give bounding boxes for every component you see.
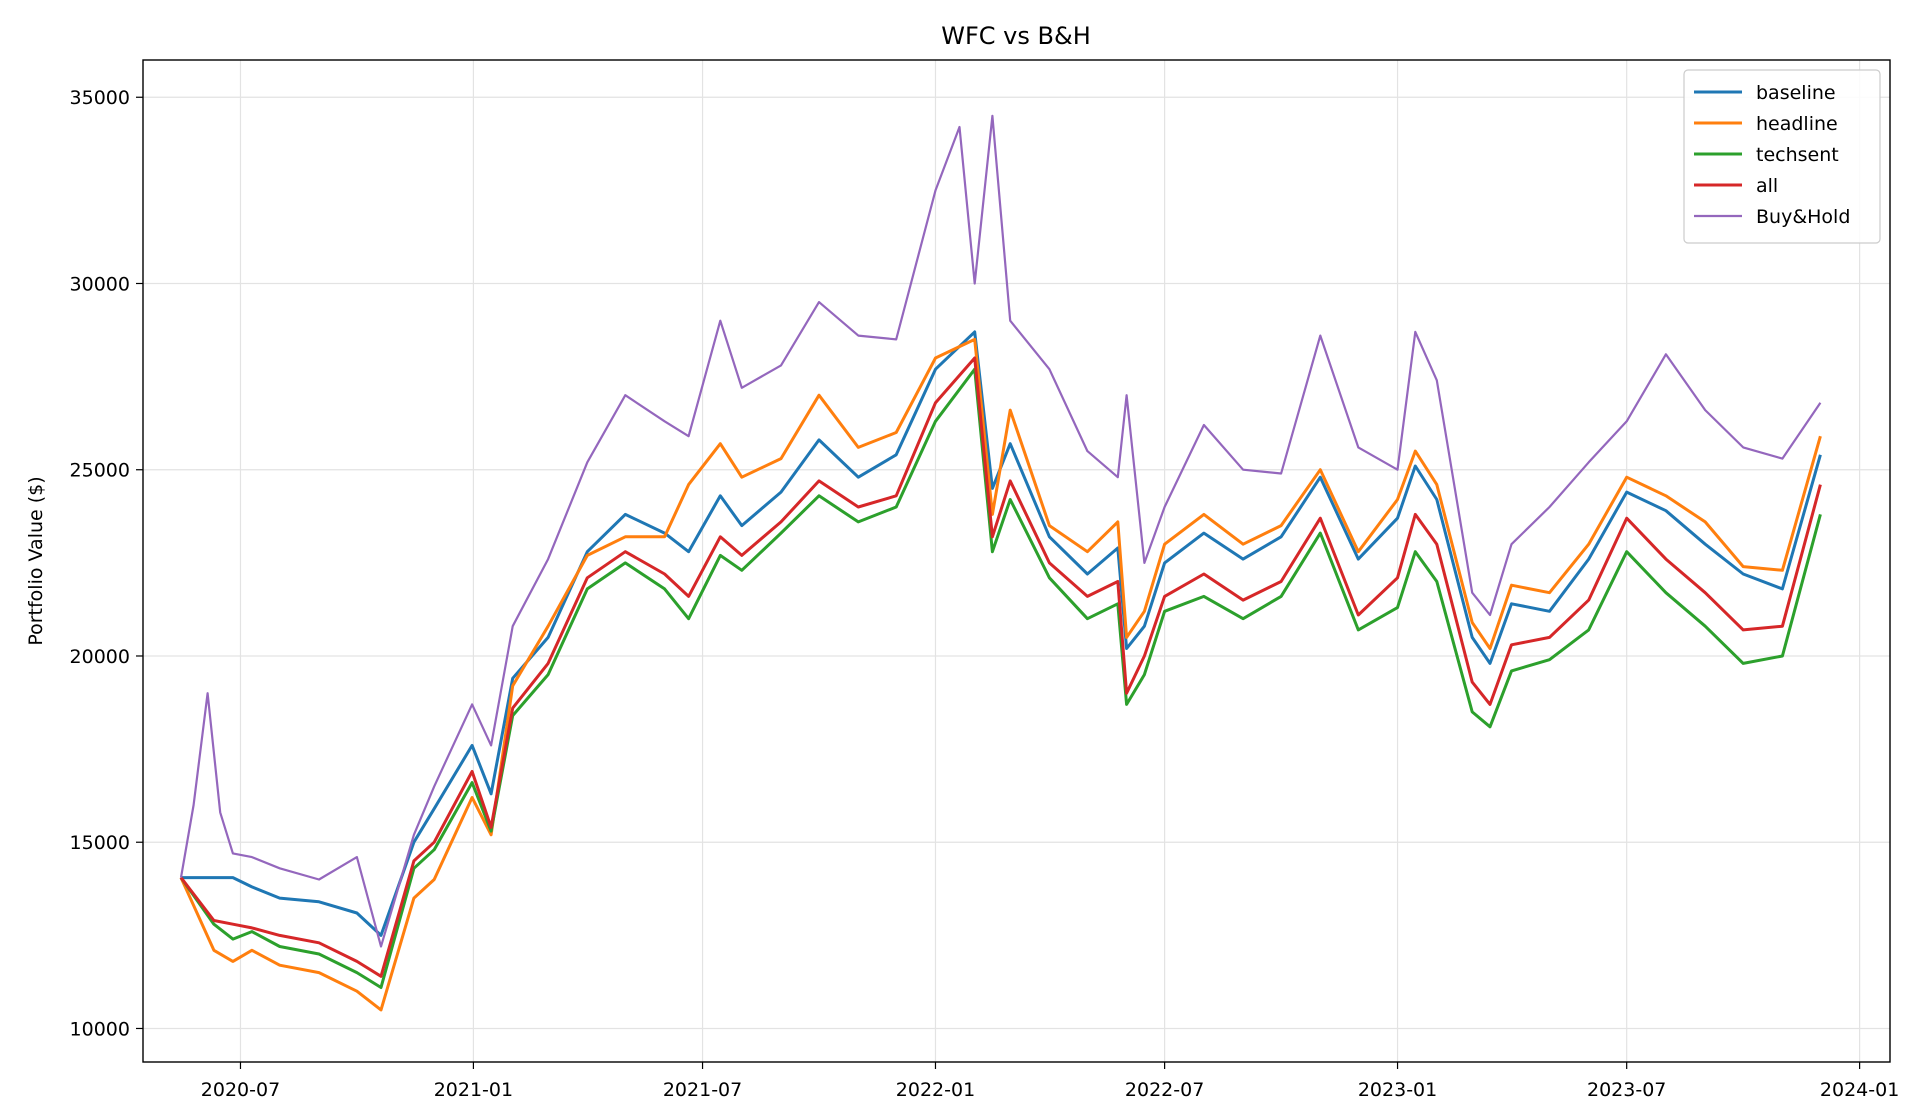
y-axis: 10000 15000 20000 25000 30000 35000 [70, 87, 143, 1040]
y-tick-label: 25000 [70, 460, 130, 482]
y-tick-label: 30000 [70, 273, 130, 295]
legend-box [1683, 69, 1881, 244]
legend-label-baseline: baseline [1756, 82, 1836, 104]
x-tick-label: 2022-07 [1125, 1079, 1204, 1101]
y-tick-label: 15000 [70, 832, 130, 854]
x-tick-label: 2023-07 [1587, 1079, 1666, 1101]
y-tick-label: 10000 [70, 1018, 130, 1040]
legend: baseline headline techsent all Buy&Hold [1683, 69, 1881, 244]
x-axis: 2020-07 2021-01 2021-07 2022-01 2022-07 2023-… [201, 1062, 1899, 1101]
x-tick-label: 2023-01 [1358, 1079, 1437, 1101]
plot-lines [179, 114, 1822, 1012]
plot-frame [142, 59, 1891, 1063]
y-tick-label: 35000 [70, 87, 130, 109]
grid [143, 60, 1890, 1062]
legend-label-headline: headline [1756, 113, 1838, 135]
series-line-baseline [181, 330, 1822, 937]
series-line-techsent [179, 367, 1822, 989]
legend-label-techsent: techsent [1756, 144, 1839, 166]
x-tick-label: 2020-07 [201, 1079, 280, 1101]
x-tick-label: 2021-01 [434, 1079, 513, 1101]
x-tick-label: 2021-07 [663, 1079, 742, 1101]
y-axis-label: Portfolio Value ($) [25, 476, 47, 645]
series-line-all [179, 356, 1822, 978]
x-tick-label: 2022-01 [896, 1079, 975, 1101]
y-tick-label: 20000 [70, 646, 130, 668]
series-line-buy-hold [179, 114, 1822, 948]
x-tick-label: 2024-01 [1820, 1079, 1899, 1101]
series-line-headline [179, 337, 1822, 1012]
legend-label-all: all [1756, 175, 1778, 197]
chart-title: WFC vs B&H [941, 22, 1090, 50]
legend-label-buy-hold: Buy&Hold [1756, 206, 1850, 228]
